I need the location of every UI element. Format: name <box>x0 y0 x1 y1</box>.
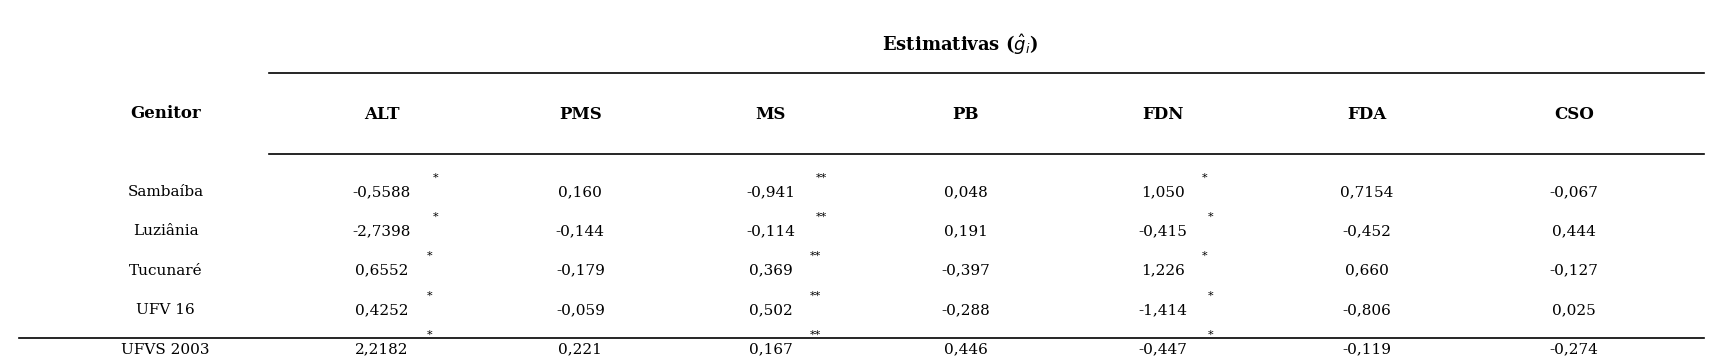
Text: 2,2182: 2,2182 <box>355 343 408 357</box>
Text: Tucunaré: Tucunaré <box>128 264 202 278</box>
Text: **: ** <box>810 291 820 301</box>
Text: **: ** <box>810 251 820 261</box>
Text: ALT: ALT <box>363 106 400 123</box>
Text: UFV 16: UFV 16 <box>137 303 195 317</box>
Text: -0,806: -0,806 <box>1341 303 1391 317</box>
Text: Luziânia: Luziânia <box>133 224 199 238</box>
Text: -0,447: -0,447 <box>1138 343 1187 357</box>
Text: PMS: PMS <box>559 106 602 123</box>
Text: 1,050: 1,050 <box>1140 185 1183 199</box>
Text: -0,059: -0,059 <box>555 303 604 317</box>
Text: 0,221: 0,221 <box>559 343 602 357</box>
Text: -0,288: -0,288 <box>941 303 990 317</box>
Text: 0,444: 0,444 <box>1552 224 1595 238</box>
Text: CSO: CSO <box>1554 106 1593 123</box>
Text: -0,5588: -0,5588 <box>353 185 410 199</box>
Text: 1,226: 1,226 <box>1140 264 1183 278</box>
Text: *: * <box>1208 212 1213 222</box>
Text: *: * <box>1208 291 1213 301</box>
Text: -0,114: -0,114 <box>746 224 794 238</box>
Text: *: * <box>1201 172 1206 182</box>
Text: 0,025: 0,025 <box>1552 303 1595 317</box>
Text: **: ** <box>815 212 827 222</box>
Text: Sambaíba: Sambaíba <box>128 185 204 199</box>
Text: 0,191: 0,191 <box>943 224 988 238</box>
Text: FDA: FDA <box>1346 106 1386 123</box>
Text: *: * <box>426 291 432 301</box>
Text: -0,274: -0,274 <box>1548 343 1597 357</box>
Text: PB: PB <box>952 106 979 123</box>
Text: Estimativas ($\hat{g}_i$): Estimativas ($\hat{g}_i$) <box>882 32 1038 57</box>
Text: MS: MS <box>754 106 785 123</box>
Text: *: * <box>426 251 432 261</box>
Text: 0,4252: 0,4252 <box>355 303 408 317</box>
Text: *: * <box>1208 330 1213 340</box>
Text: -0,397: -0,397 <box>941 264 990 278</box>
Text: -0,941: -0,941 <box>746 185 794 199</box>
Text: 0,446: 0,446 <box>943 343 988 357</box>
Text: 0,160: 0,160 <box>559 185 602 199</box>
Text: -0,127: -0,127 <box>1548 264 1597 278</box>
Text: *: * <box>426 330 432 340</box>
Text: -0,144: -0,144 <box>555 224 604 238</box>
Text: **: ** <box>810 330 820 340</box>
Text: *: * <box>432 172 438 182</box>
Text: *: * <box>432 212 438 222</box>
Text: FDN: FDN <box>1142 106 1183 123</box>
Text: -2,7398: -2,7398 <box>353 224 410 238</box>
Text: *: * <box>1201 251 1206 261</box>
Text: 0,369: 0,369 <box>747 264 792 278</box>
Text: -1,414: -1,414 <box>1138 303 1187 317</box>
Text: 0,6552: 0,6552 <box>355 264 408 278</box>
Text: **: ** <box>815 172 827 182</box>
Text: 0,167: 0,167 <box>747 343 792 357</box>
Text: -0,452: -0,452 <box>1341 224 1391 238</box>
Text: -0,067: -0,067 <box>1548 185 1597 199</box>
Text: 0,7154: 0,7154 <box>1339 185 1393 199</box>
Text: 0,660: 0,660 <box>1344 264 1387 278</box>
Text: -0,415: -0,415 <box>1138 224 1187 238</box>
Text: -0,179: -0,179 <box>555 264 604 278</box>
Text: 0,502: 0,502 <box>747 303 792 317</box>
Text: UFVS 2003: UFVS 2003 <box>121 343 209 357</box>
Text: Genitor: Genitor <box>130 105 201 122</box>
Text: 0,048: 0,048 <box>943 185 988 199</box>
Text: -0,119: -0,119 <box>1341 343 1391 357</box>
